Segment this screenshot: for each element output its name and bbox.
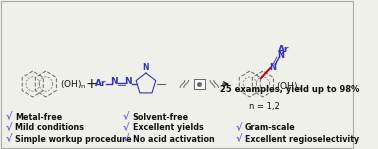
Text: Gram-scale: Gram-scale <box>245 124 296 132</box>
Text: $\mathregular{(OH)_n}$: $\mathregular{(OH)_n}$ <box>276 81 302 93</box>
Text: Ar: Ar <box>95 79 107 87</box>
Text: Excellent regioselectivity: Excellent regioselectivity <box>245 135 359 143</box>
Text: √: √ <box>5 112 12 122</box>
Text: No acid activation: No acid activation <box>133 135 215 143</box>
Text: N: N <box>124 77 132 87</box>
Text: N: N <box>277 52 284 60</box>
Text: N: N <box>110 77 118 87</box>
Text: $\mathregular{(OH)_n}$: $\mathregular{(OH)_n}$ <box>60 79 87 91</box>
Text: Simple workup procedure: Simple workup procedure <box>15 135 132 143</box>
Text: N: N <box>269 62 276 72</box>
Text: 25 examples, yield up to 98%: 25 examples, yield up to 98% <box>220 86 360 94</box>
FancyBboxPatch shape <box>194 79 205 89</box>
Text: +: + <box>86 77 98 91</box>
Text: √: √ <box>123 134 130 144</box>
Text: Ar: Ar <box>278 45 289 55</box>
Text: Metal-free: Metal-free <box>15 112 62 121</box>
Text: Mild conditions: Mild conditions <box>15 124 84 132</box>
Text: √: √ <box>123 123 130 133</box>
Text: Excellent yields: Excellent yields <box>133 124 204 132</box>
Text: √: √ <box>235 123 242 133</box>
Text: √: √ <box>235 134 242 144</box>
Text: N: N <box>143 63 149 72</box>
Text: √: √ <box>5 134 12 144</box>
Text: √: √ <box>123 112 130 122</box>
Text: n = 1,2: n = 1,2 <box>249 101 280 111</box>
Text: Solvent-free: Solvent-free <box>133 112 189 121</box>
Text: √: √ <box>5 123 12 133</box>
FancyBboxPatch shape <box>1 1 353 148</box>
